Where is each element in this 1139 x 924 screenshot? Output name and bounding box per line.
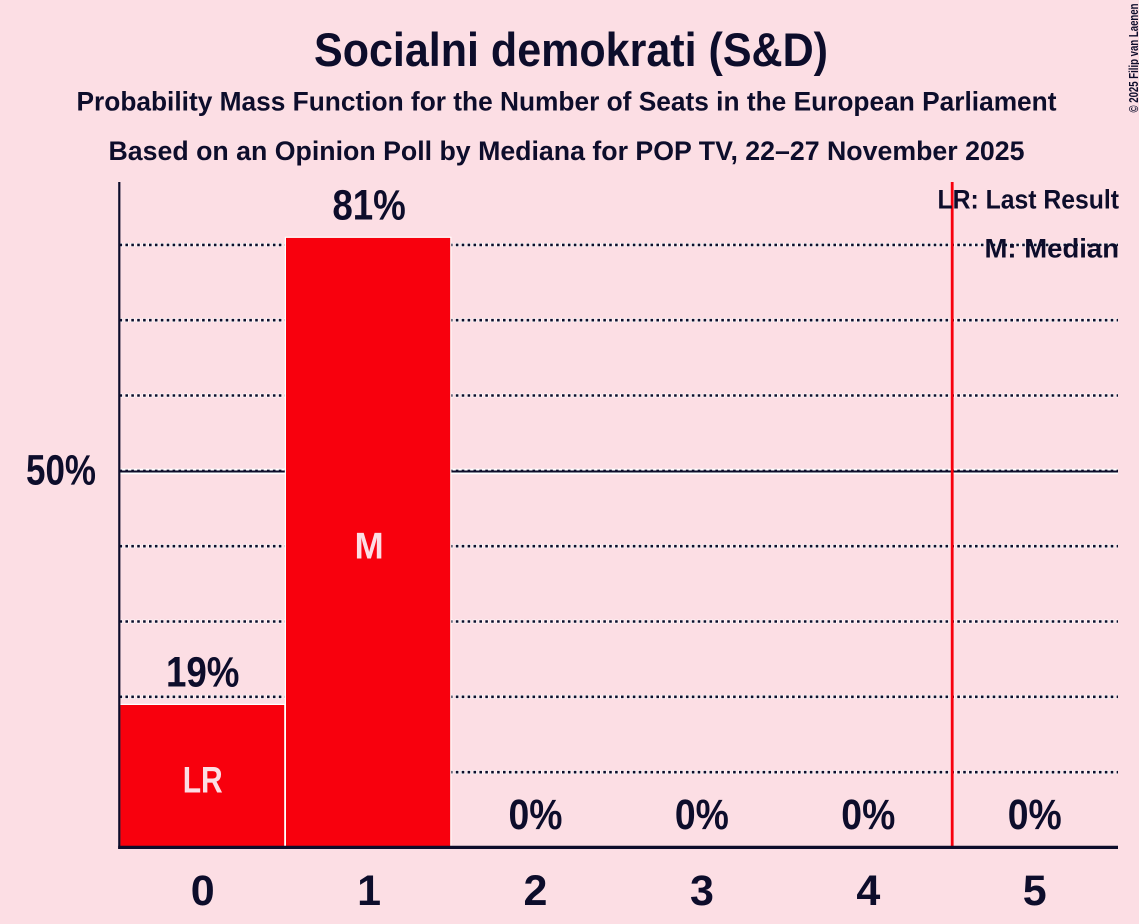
svg-text:M: M	[355, 525, 384, 566]
svg-text:19%: 19%	[166, 649, 240, 697]
svg-text:0%: 0%	[841, 791, 895, 839]
svg-text:Socialni demokrati (S&D): Socialni demokrati (S&D)	[314, 23, 828, 76]
svg-text:50%: 50%	[26, 447, 96, 495]
svg-text:4: 4	[856, 867, 880, 915]
svg-text:3: 3	[690, 867, 714, 915]
svg-text:LR: Last Result: LR: Last Result	[938, 185, 1120, 215]
svg-text:LR: LR	[183, 760, 223, 801]
svg-text:0%: 0%	[675, 791, 729, 839]
svg-text:81%: 81%	[332, 182, 406, 230]
svg-text:0%: 0%	[509, 791, 563, 839]
svg-text:0%: 0%	[1008, 791, 1062, 839]
svg-text:M: Median: M: Median	[985, 234, 1120, 264]
svg-text:0: 0	[191, 867, 215, 915]
svg-text:2: 2	[524, 867, 548, 915]
svg-text:© 2025 Filip van Laenen: © 2025 Filip van Laenen	[1126, 3, 1139, 112]
svg-text:1: 1	[357, 867, 381, 915]
svg-text:Based on an Opinion Poll by Me: Based on an Opinion Poll by Mediana for …	[109, 136, 1025, 166]
svg-text:Probability Mass Function for: Probability Mass Function for the Number…	[77, 87, 1057, 117]
svg-text:5: 5	[1023, 867, 1047, 915]
